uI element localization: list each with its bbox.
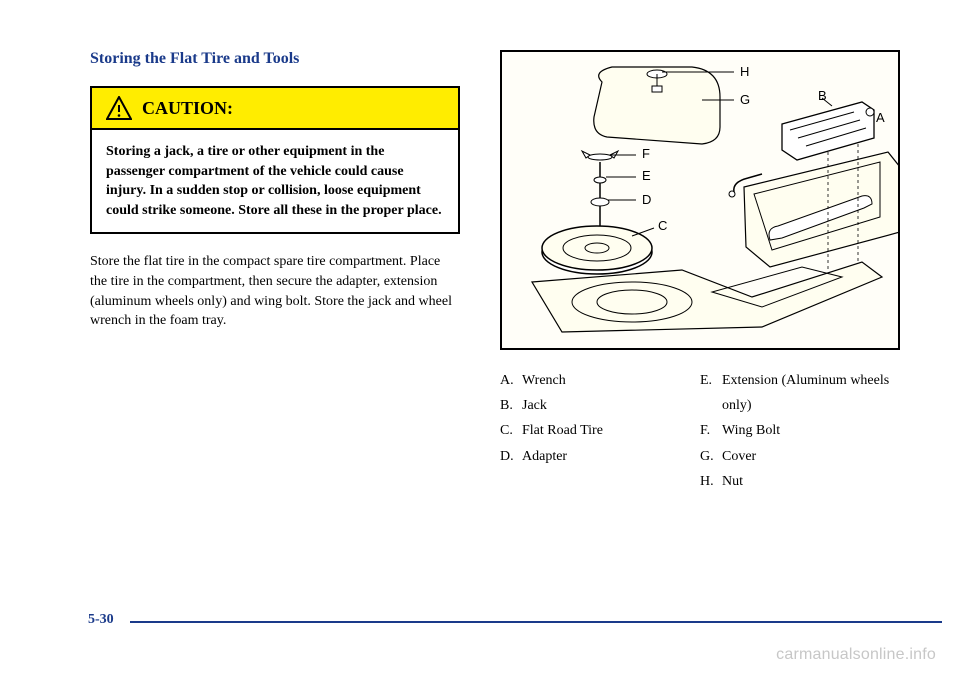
diagram-label-a: A bbox=[876, 110, 885, 125]
page-content: Storing the Flat Tire and Tools CAUTION:… bbox=[0, 0, 960, 514]
diagram-label-e: E bbox=[642, 168, 651, 183]
diagram-label-b: B bbox=[818, 88, 827, 103]
diagram-label-h: H bbox=[740, 64, 749, 79]
caution-body: Storing a jack, a tire or other equipmen… bbox=[92, 130, 458, 232]
page-rule bbox=[130, 621, 942, 623]
caution-box: CAUTION: Storing a jack, a tire or other… bbox=[90, 86, 460, 234]
diagram-svg bbox=[502, 52, 900, 350]
legend-text-g: Cover bbox=[722, 444, 756, 469]
legend-text-h: Nut bbox=[722, 469, 743, 494]
legend-text-d: Adapter bbox=[522, 444, 567, 469]
legend-item-f: F.Wing Bolt bbox=[700, 418, 900, 443]
legend-item-h: H.Nut bbox=[700, 469, 900, 494]
legend-text-c: Flat Road Tire bbox=[522, 418, 603, 443]
legend-item-b: B.Jack bbox=[500, 393, 700, 418]
section-title: Storing the Flat Tire and Tools bbox=[90, 50, 460, 68]
diagram: H G B A F E D C bbox=[500, 50, 900, 350]
warning-icon bbox=[106, 96, 132, 120]
diagram-label-c: C bbox=[658, 218, 667, 233]
legend-item-g: G.Cover bbox=[700, 444, 900, 469]
legend: A.Wrench B.Jack C.Flat Road Tire D.Adapt… bbox=[500, 368, 900, 494]
watermark: carmanualsonline.info bbox=[776, 646, 936, 664]
left-column: Storing the Flat Tire and Tools CAUTION:… bbox=[90, 50, 460, 494]
legend-text-f: Wing Bolt bbox=[722, 418, 780, 443]
legend-text-b: Jack bbox=[522, 393, 547, 418]
page-number: 5-30 bbox=[88, 612, 114, 628]
right-column: H G B A F E D C A.Wrench B.Jack C.Flat R… bbox=[500, 50, 900, 494]
body-text: Store the flat tire in the compact spare… bbox=[90, 252, 460, 330]
diagram-label-f: F bbox=[642, 146, 650, 161]
legend-item-e: E.Extension (Aluminum wheels only) bbox=[700, 368, 900, 418]
legend-text-e: Extension (Aluminum wheels only) bbox=[722, 368, 900, 418]
caution-header: CAUTION: bbox=[92, 88, 458, 130]
caution-label: CAUTION: bbox=[142, 98, 233, 119]
legend-col-1: A.Wrench B.Jack C.Flat Road Tire D.Adapt… bbox=[500, 368, 700, 494]
legend-item-d: D.Adapter bbox=[500, 444, 700, 469]
legend-col-2: E.Extension (Aluminum wheels only) F.Win… bbox=[700, 368, 900, 494]
legend-text-a: Wrench bbox=[522, 368, 566, 393]
diagram-label-d: D bbox=[642, 192, 651, 207]
diagram-label-g: G bbox=[740, 92, 750, 107]
legend-item-c: C.Flat Road Tire bbox=[500, 418, 700, 443]
legend-item-a: A.Wrench bbox=[500, 368, 700, 393]
